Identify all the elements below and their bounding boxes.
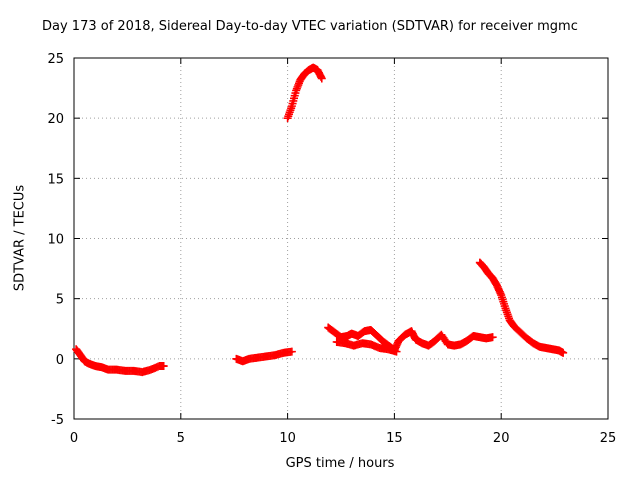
y-tick-label: 0 xyxy=(56,353,64,368)
series-seg4 xyxy=(324,323,497,355)
y-tick-label: 10 xyxy=(47,233,64,248)
series-seg4b xyxy=(332,337,401,356)
series-seg5 xyxy=(475,258,568,357)
x-tick-label: 0 xyxy=(70,431,78,446)
y-tick-label: 15 xyxy=(47,172,64,187)
data-point xyxy=(287,347,296,356)
series-seg2 xyxy=(232,347,296,366)
series-seg1 xyxy=(72,345,168,377)
data-point xyxy=(392,347,401,356)
x-axis-label: GPS time / hours xyxy=(285,456,395,471)
x-tick-label: 25 xyxy=(600,431,617,446)
data-point xyxy=(488,333,497,342)
series-seg3 xyxy=(283,63,326,123)
data-points xyxy=(72,63,568,377)
data-point xyxy=(159,362,168,371)
x-tick-label: 5 xyxy=(177,431,185,446)
grid-lines xyxy=(74,58,608,419)
data-point xyxy=(317,74,326,83)
chart-title: Day 173 of 2018, Sidereal Day-to-day VTE… xyxy=(42,19,578,34)
y-tick-label: 20 xyxy=(47,112,64,127)
y-tick-label: 5 xyxy=(56,293,64,308)
x-tick-label: 10 xyxy=(279,431,296,446)
y-tick-label: 25 xyxy=(47,52,64,67)
y-tick-label: -5 xyxy=(51,413,64,428)
data-point xyxy=(559,348,568,357)
x-tick-label: 20 xyxy=(493,431,510,446)
x-tick-label: 15 xyxy=(386,431,403,446)
axis-ticks: 0 5 10 15 20 25 -5 0 5 10 15 20 25 xyxy=(47,52,616,446)
